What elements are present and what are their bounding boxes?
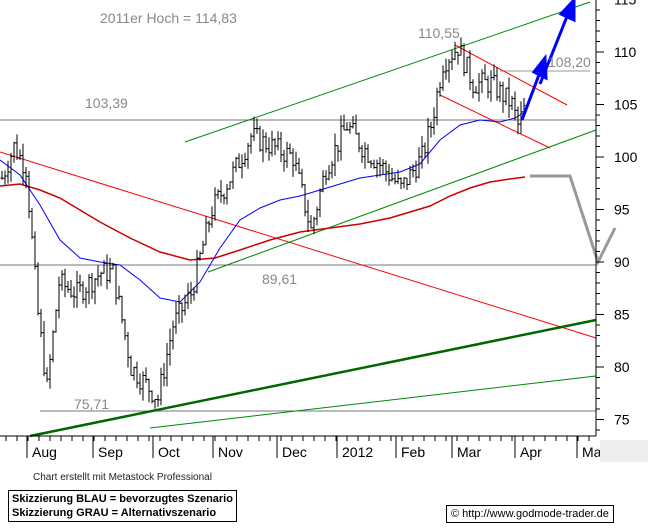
x-tick-label: Apr <box>520 444 542 460</box>
x-tick-label: Dec <box>282 444 307 460</box>
y-tick-label: 110 <box>614 44 637 60</box>
green-channel-lower <box>207 129 597 273</box>
y-tick-label: 100 <box>614 149 638 165</box>
y-tick-label: 95 <box>614 202 630 218</box>
legend-box: Skizzierung BLAU = bevorzugtes Szenario … <box>8 490 237 522</box>
green-support-thick <box>29 318 597 438</box>
legend-gray: Skizzierung GRAU = Alternativszenario <box>12 507 217 519</box>
y-tick-label: 75 <box>614 412 630 428</box>
red-downtrend-long <box>0 151 597 339</box>
x-tick-label: Aug <box>32 444 57 460</box>
price-bars <box>0 37 526 409</box>
alt-scenario-gray <box>530 174 617 266</box>
annotation-2011-high: 2011er Hoch = 114,83 <box>100 10 237 26</box>
ma-long-red <box>0 176 526 261</box>
y-tick-label: 90 <box>614 254 630 270</box>
x-tick-label: 2012 <box>342 444 373 460</box>
label-75-71: 75,71 <box>74 396 109 412</box>
main-scenario-blue-arrow <box>520 0 576 121</box>
green-support-thin <box>149 375 597 429</box>
x-tick-label: Sep <box>98 444 123 460</box>
x-tick-label: Oct <box>158 444 180 460</box>
label-89-61: 89,61 <box>262 271 297 287</box>
y-tick-label: 105 <box>614 97 638 113</box>
y-axis-ticks: 75 80 85 90 95 100 105 110 115 <box>596 0 638 431</box>
credit-text: Chart erstellt mit Metastock Professiona… <box>33 472 212 483</box>
y-tick-label: 115 <box>614 0 637 8</box>
label-108-20: 108,20 <box>548 54 591 70</box>
y-tick-label: 80 <box>614 359 630 375</box>
x-axis-ticks: Aug Sep Oct Nov Dec 2012 Feb Mar Apr Ma <box>5 436 602 460</box>
legend-blue: Skizzierung BLAU = bevorzugtes Szenario <box>12 493 233 505</box>
source-link[interactable]: © http://www.godmode-trader.de <box>446 505 614 523</box>
ma-short-blue <box>0 111 526 303</box>
green-channel-upper <box>184 1 591 143</box>
red-flag-upper <box>454 44 568 106</box>
label-110-55: 110,55 <box>418 25 460 41</box>
label-103-39: 103,39 <box>85 95 128 111</box>
x-tick-label: Feb <box>401 444 425 460</box>
y-tick-label: 85 <box>614 307 630 323</box>
x-tick-label: Ma <box>582 444 602 460</box>
x-tick-label: Mar <box>457 444 481 460</box>
x-tick-label: Nov <box>218 444 243 460</box>
chart-svg: 2011er Hoch = 114,83 103,39 89,61 75,71 … <box>0 0 648 462</box>
